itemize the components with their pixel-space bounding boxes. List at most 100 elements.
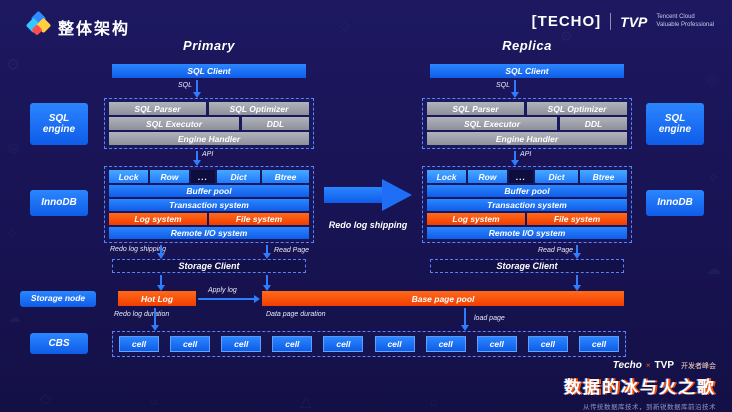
footer-brand-block: Techo × TVP 开发者峰会 数据的冰与火之歌 从传统数据库技术，到新锐数… xyxy=(564,360,716,411)
footer-times: × xyxy=(645,361,651,370)
header-divider xyxy=(610,13,612,30)
hot-log-box: Hot Log xyxy=(118,291,196,306)
row-box: Row xyxy=(150,170,189,183)
tvp-tagline-line2: Valuable Professional xyxy=(656,21,714,28)
cbs-cell: cell xyxy=(476,336,517,352)
background-decor-icon: ⚙ xyxy=(6,57,21,74)
background-decor-icon: ◎ xyxy=(706,71,720,88)
sql-executor-box: SQL Executor xyxy=(427,117,557,130)
sql-to-engine-arrow xyxy=(193,80,201,98)
btree-box: Btree xyxy=(262,170,309,183)
replica-column-title: Replica xyxy=(502,38,552,53)
btree-box: Btree xyxy=(580,170,627,183)
cbs-cell: cell xyxy=(221,336,262,352)
read-page-label-replica: Read Page xyxy=(538,247,574,254)
tvp-tagline: Tencent Cloud Valuable Professional xyxy=(656,14,714,29)
background-decor-icon: ☁ xyxy=(706,261,721,278)
tvp-tagline-line1: Tencent Cloud xyxy=(656,14,695,20)
footer-summit: 开发者峰会 xyxy=(681,363,716,370)
page-title: 整体架构 xyxy=(58,21,131,38)
sql-parser-box: SQL Parser xyxy=(109,102,206,115)
data-page-duration-label: Data page duration xyxy=(266,311,326,318)
footer-title: 数据的冰与火之歌 xyxy=(564,378,716,397)
architecture-logo-icon xyxy=(25,10,52,38)
pool-to-cbs-arrow xyxy=(461,308,469,331)
cbs-cell: cell xyxy=(425,336,466,352)
cbs-cell: cell xyxy=(170,336,211,352)
dict-box: Dict xyxy=(535,170,578,183)
ellipsis-box: ... xyxy=(191,170,215,183)
readpage-to-storage-client-arrow xyxy=(573,245,581,259)
api-arrow xyxy=(511,151,519,166)
sql-client-box: SQL Client xyxy=(430,64,624,78)
redo-log-shipping-arrow-head xyxy=(382,179,412,211)
redo-log-shipping-arrow-shaft xyxy=(324,187,382,203)
sidebar-label-sql-engine-left: SQL engine xyxy=(30,103,88,145)
cbs-cell: cell xyxy=(578,336,619,352)
remote-io-system-box: Remote I/O system xyxy=(427,227,627,239)
engine-handler-box: Engine Handler xyxy=(427,132,627,145)
transaction-system-box: Transaction system xyxy=(109,199,309,211)
cbs-cell: cell xyxy=(272,336,313,352)
techo-logo: [TECHO] xyxy=(531,13,602,30)
background-decor-icon: ◇ xyxy=(340,18,350,33)
base-page-pool-box: Base page pool xyxy=(262,291,624,306)
sidebar-label-cbs: CBS xyxy=(30,333,88,354)
redo-log-shipping-small-label: Redo log shipping xyxy=(110,246,167,253)
row-box: Row xyxy=(468,170,507,183)
file-system-box: File system xyxy=(209,213,309,225)
storage-client-box-primary: Storage Client xyxy=(112,259,306,273)
sql-to-engine-arrow xyxy=(511,80,519,98)
redo-to-storage-client-arrow xyxy=(157,245,165,259)
background-decor-icon: ☁ xyxy=(8,310,21,325)
sql-optimizer-box: SQL Optimizer xyxy=(527,102,627,115)
ddl-box: DDL xyxy=(560,117,627,130)
lock-box: Lock xyxy=(109,170,148,183)
sql-executor-box: SQL Executor xyxy=(109,117,239,130)
storage-client-to-pool-arrow xyxy=(573,275,581,291)
sql-flow-label: SQL xyxy=(495,82,510,89)
apply-log-arrow xyxy=(198,295,260,303)
footer-brand-line: Techo × TVP 开发者峰会 xyxy=(564,360,716,371)
lock-box: Lock xyxy=(427,170,466,183)
footer-techo: Techo xyxy=(612,360,642,371)
api-arrow xyxy=(193,151,201,166)
storage-client-to-hotlog-arrow xyxy=(157,275,165,291)
background-decor-icon: ◎ xyxy=(8,140,20,155)
primary-column-title: Primary xyxy=(183,38,235,53)
dict-box: Dict xyxy=(217,170,260,183)
readpage-to-storage-client-arrow xyxy=(263,245,271,259)
footer-tvp: TVP xyxy=(654,360,674,371)
cbs-cell: cell xyxy=(527,336,568,352)
api-flow-label: API xyxy=(520,151,532,158)
background-decor-icon: ⌂ xyxy=(430,394,438,409)
background-decor-icon: △ xyxy=(300,393,312,410)
hotlog-to-cbs-arrow xyxy=(151,308,159,331)
background-decor-icon: ○ xyxy=(150,394,158,409)
redo-log-duration-label: Redo log duration xyxy=(114,311,170,318)
transaction-system-box: Transaction system xyxy=(427,199,627,211)
background-decor-icon: ◇ xyxy=(40,390,51,406)
tvp-logo: TVP xyxy=(620,13,648,30)
footer-subtitle: 从传统数据库技术，到新锐数据库前沿技术 xyxy=(583,404,716,411)
background-decor-icon: ✧ xyxy=(708,170,719,185)
redo-log-shipping-arrow-label: Redo log shipping xyxy=(328,220,408,230)
sql-optimizer-box: SQL Optimizer xyxy=(209,102,309,115)
file-system-box: File system xyxy=(527,213,627,225)
header-brand-area: [TECHO] TVP Tencent Cloud Valuable Profe… xyxy=(532,13,714,30)
ddl-box: DDL xyxy=(242,117,309,130)
apply-log-label: Apply log xyxy=(208,287,237,294)
sidebar-label-storage-node: Storage node xyxy=(20,291,96,307)
sidebar-label-sql-engine-right: SQL engine xyxy=(646,103,704,145)
api-flow-label: API xyxy=(202,151,214,158)
read-page-label-primary: Read Page xyxy=(274,247,310,254)
cbs-cell: cell xyxy=(374,336,415,352)
sidebar-label-innodb-right: InnoDB xyxy=(646,190,704,216)
cbs-cell-group: cell cell cell cell cell cell cell cell cell cell xyxy=(112,331,626,357)
buffer-pool-box: Buffer pool xyxy=(109,185,309,197)
load-page-label: load page xyxy=(474,315,505,322)
log-system-box: Log system xyxy=(427,213,525,225)
storage-client-box-replica: Storage Client xyxy=(430,259,624,273)
cbs-cell: cell xyxy=(119,336,159,352)
